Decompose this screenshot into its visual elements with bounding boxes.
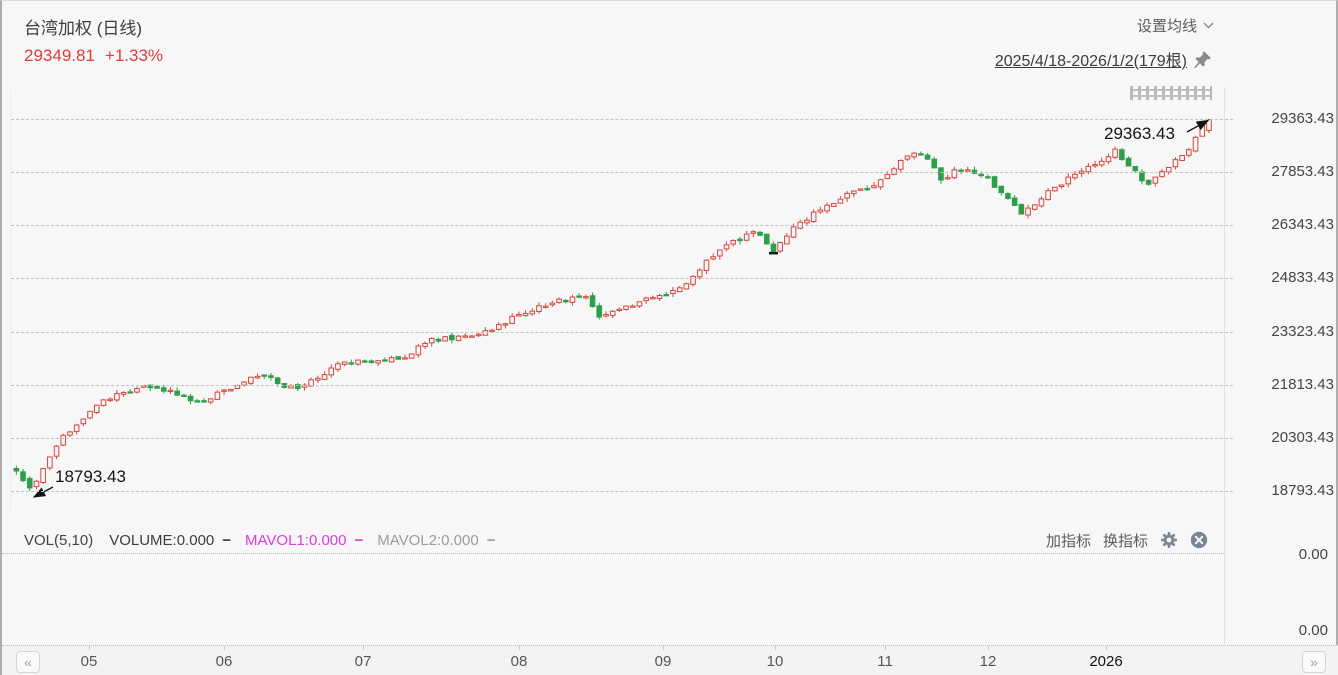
time-axis-label: 12 bbox=[979, 653, 997, 670]
price-axis-label: 18793.43 bbox=[1271, 482, 1334, 499]
time-tick bbox=[663, 646, 664, 650]
price-gridline bbox=[11, 384, 1233, 386]
low-annotation: 18793.43 bbox=[55, 467, 126, 486]
price-gridline bbox=[11, 437, 1233, 439]
pane-separator bbox=[2, 553, 1224, 554]
price-axis-label: 29363.43 bbox=[1271, 110, 1334, 127]
price-gridline bbox=[11, 278, 1233, 280]
price-gridline bbox=[11, 119, 1233, 120]
chevron-down-icon bbox=[1203, 22, 1214, 29]
candles-canvas: 18793.43 29363.43 bbox=[13, 118, 1212, 498]
time-axis-label: 06 bbox=[215, 653, 233, 670]
visible-range-row: 2025/4/18-2026/1/2(179根) bbox=[995, 47, 1212, 71]
time-axis-label: 09 bbox=[654, 653, 672, 670]
ma-settings-label: 设置均线 bbox=[1136, 18, 1197, 35]
gear-icon bbox=[1161, 532, 1177, 548]
price-gridline bbox=[11, 331, 1233, 333]
close-icon bbox=[1190, 531, 1208, 549]
pin-icon[interactable] bbox=[1193, 50, 1212, 69]
time-axis-label: 08 bbox=[510, 653, 528, 670]
indicator-value: MAVOL2:0.000− bbox=[377, 531, 496, 549]
dash-drawing-mark bbox=[769, 252, 778, 255]
price-gridline bbox=[11, 172, 1233, 174]
indicator-name[interactable]: VOL(5,10) bbox=[24, 531, 94, 549]
time-tick bbox=[224, 646, 225, 650]
indicator-actions: 加指标 换指标 bbox=[1046, 530, 1208, 551]
indicator-readouts: VOL(5,10) VOLUME:0.000− MAVOL1:0.000− MAVO… bbox=[24, 532, 495, 549]
price-gridline bbox=[11, 225, 1233, 227]
time-axis-label: 10 bbox=[766, 653, 784, 670]
price-axis-label: 21813.43 bbox=[1271, 375, 1334, 393]
time-tick bbox=[988, 646, 989, 650]
ma-settings-button[interactable]: 设置均线 bbox=[1137, 15, 1214, 36]
switch-indicator-button[interactable]: 换指标 bbox=[1102, 532, 1148, 550]
time-tick bbox=[363, 646, 364, 650]
indicator-settings-button[interactable] bbox=[1160, 531, 1178, 549]
time-tick bbox=[775, 646, 776, 650]
quote-row: 29349.81 +1.33% bbox=[24, 46, 173, 66]
add-indicator-button[interactable]: 加指标 bbox=[1045, 532, 1091, 550]
price-axis-label: 26343.43 bbox=[1271, 216, 1334, 234]
time-tick bbox=[89, 646, 90, 650]
time-axis[interactable]: « » 05 06 07 08 09 10 11 12 2026 bbox=[2, 645, 1338, 675]
candlestick-chart[interactable]: 18793.43 29363.43 bbox=[10, 91, 1233, 511]
last-price: 29349.81 bbox=[24, 46, 95, 65]
price-axis-label: 23323.43 bbox=[1271, 322, 1334, 340]
volume-axis-min: 0.00 bbox=[1298, 622, 1328, 639]
date-range-link[interactable]: 2025/4/18-2026/1/2(179根) bbox=[994, 53, 1187, 70]
volume-axis-max: 0.00 bbox=[1298, 546, 1328, 563]
price-axis-label: 20303.43 bbox=[1271, 428, 1334, 446]
price-gridline bbox=[11, 491, 1233, 492]
indicator-value: MAVOL1:0.000− bbox=[245, 531, 364, 549]
change-percent: +1.33% bbox=[104, 46, 164, 65]
indicator-values: VOLUME:0.000− MAVOL1:0.000− MAVOL2:0.000− bbox=[109, 532, 495, 549]
time-axis-label: 07 bbox=[354, 653, 372, 670]
indicator-value: VOLUME:0.000− bbox=[109, 531, 232, 549]
close-indicator-button[interactable] bbox=[1190, 531, 1208, 549]
axis-divider bbox=[1224, 87, 1225, 645]
price-axis-label: 27853.43 bbox=[1271, 163, 1334, 181]
time-axis-label: 05 bbox=[80, 653, 98, 670]
scroll-right-button[interactable]: » bbox=[1302, 651, 1326, 673]
price-axis[interactable]: 29363.43 27853.43 26343.43 24833.43 23323.43… bbox=[1224, 91, 1338, 511]
time-axis-label: 2026 bbox=[1089, 653, 1123, 670]
symbol-title: 台湾加权 (日线) bbox=[24, 19, 143, 38]
time-tick bbox=[519, 646, 520, 650]
scroll-left-button[interactable]: « bbox=[16, 651, 40, 673]
high-annotation: 29363.43 bbox=[1104, 124, 1175, 143]
time-axis-label: 11 bbox=[877, 653, 893, 670]
time-tick bbox=[885, 646, 886, 650]
price-axis-label: 24833.43 bbox=[1271, 269, 1334, 287]
chart-scroll-handle[interactable] bbox=[1130, 86, 1212, 100]
indicator-header: VOL(5,10) VOLUME:0.000− MAVOL1:0.000− MAVO… bbox=[2, 527, 1224, 553]
time-tick bbox=[1106, 646, 1107, 650]
